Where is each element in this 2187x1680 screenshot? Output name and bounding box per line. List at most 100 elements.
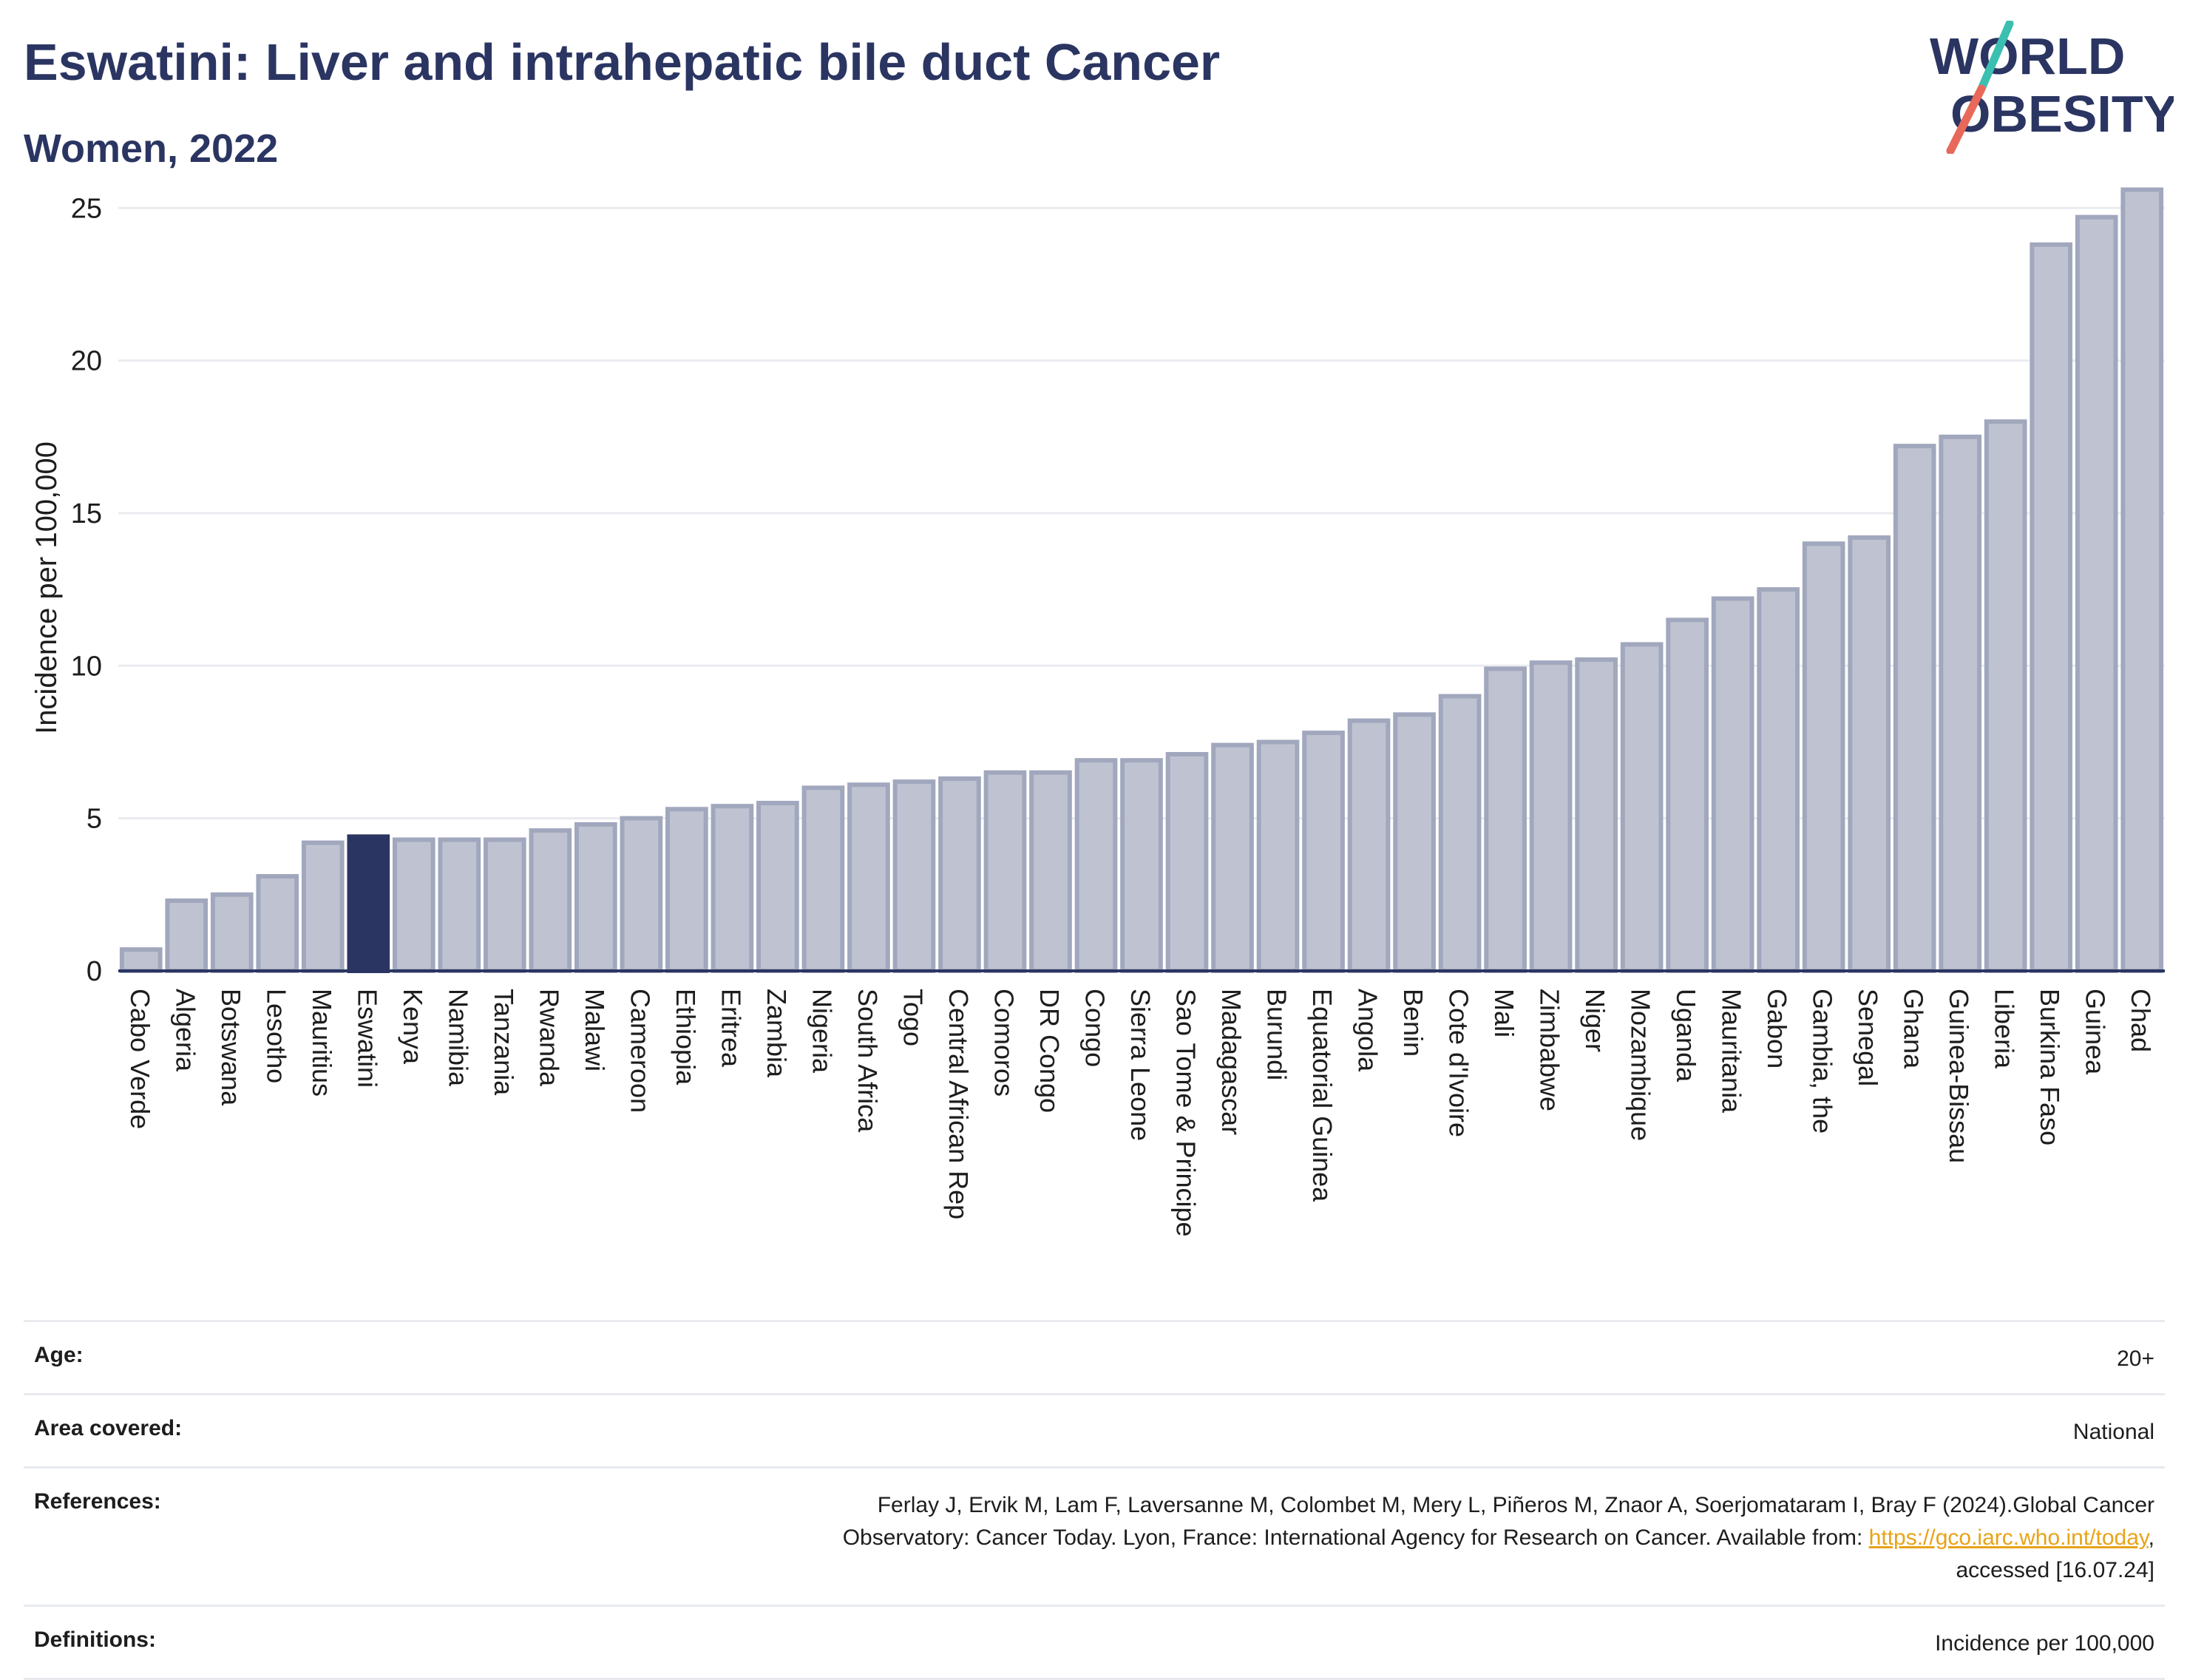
bar-nigeria [801, 785, 845, 974]
x-tick-label: Angola [1353, 989, 1383, 1072]
x-tick-label: DR Congo [1034, 989, 1065, 1113]
bar-central-african-rep [938, 776, 981, 974]
page-subtitle: Women, 2022 [24, 126, 279, 171]
x-tick-label: Cote d'Ivoire [1444, 989, 1474, 1137]
y-tick-label: 25 [71, 193, 102, 224]
meta-label-definitions: Definitions: [34, 1628, 156, 1652]
bar-liberia [1984, 419, 2027, 973]
bar-lesotho [256, 874, 299, 974]
bar-cote-d-ivoire [1438, 694, 1482, 973]
meta-row-references: References: Ferlay J, Ervik M, Lam F, La… [24, 1466, 2165, 1605]
x-tick-label: Eritrea [716, 989, 746, 1068]
x-tick-label: Kenya [398, 989, 428, 1065]
bar-gambia-the [1802, 541, 1845, 973]
bar-namibia [438, 837, 481, 974]
x-tick-label: Liberia [1990, 989, 2020, 1069]
meta-row-age: Age: 20+ [24, 1320, 2165, 1393]
x-tick-label: Mauritania [1717, 989, 1747, 1114]
bar-angola [1347, 718, 1391, 973]
bar-mali [1484, 666, 1527, 974]
meta-value-age: 20+ [2117, 1347, 2154, 1371]
logo-slash-bottom-icon [1946, 84, 1986, 154]
x-tick-label: Central African Rep [943, 989, 974, 1219]
metadata-table: Age: 20+ Area covered: National Referenc… [24, 1320, 2165, 1680]
x-tick-label: Chad [2126, 989, 2156, 1052]
bar-burundi [1256, 739, 1300, 973]
x-tick-label: Equatorial Guinea [1307, 989, 1337, 1202]
x-tick-label: Guinea [2081, 989, 2111, 1075]
bars [119, 187, 2164, 974]
bar-chad [2120, 187, 2164, 973]
x-tick-label: Algeria [170, 989, 200, 1072]
reference-text-4: accessed [16.07.24] [1956, 1558, 2154, 1582]
bar-ghana [1893, 444, 1936, 973]
reference-link[interactable]: https://gco.iarc.who.int/today [1868, 1525, 2149, 1550]
x-tick-label: South Africa [852, 989, 883, 1133]
x-tick-label: Lesotho [261, 989, 291, 1083]
y-tick-label: 0 [87, 956, 102, 987]
reference-text-2: Observatory: Cancer Today. Lyon, France:… [842, 1525, 1869, 1550]
bar-eswatini [347, 834, 390, 974]
bar-congo [1074, 758, 1118, 973]
bar-kenya [392, 837, 435, 974]
x-tick-label: Botswana [216, 989, 246, 1106]
meta-value-area: National [2072, 1420, 2154, 1444]
x-tick-label: Malawi [580, 989, 610, 1071]
bar-mauritania [1711, 596, 1754, 973]
x-tick-label: Ghana [1899, 989, 1929, 1069]
bar-tanzania [484, 837, 526, 974]
bar-senegal [1848, 535, 1891, 973]
page-title: Eswatini: Liver and intrahepatic bile du… [24, 33, 1221, 91]
y-tick-label: 15 [71, 498, 102, 529]
meta-label-age: Age: [34, 1343, 84, 1367]
x-tick-label: Rwanda [534, 989, 564, 1087]
bar-mozambique [1620, 642, 1664, 974]
x-tick-label: Zimbabwe [1535, 989, 1565, 1111]
meta-row-area: Area covered: National [24, 1393, 2165, 1466]
meta-label-references: References: [34, 1489, 161, 1514]
bar-south-africa [847, 782, 890, 973]
reference-text-3: , [2148, 1525, 2154, 1550]
x-tick-label: Comoros [989, 989, 1019, 1097]
logo-slash-top-icon [1977, 21, 2014, 93]
axes: 0 5 10 15 20 25 [71, 193, 2165, 987]
y-tick-label: 20 [71, 346, 102, 377]
bar-chart: 0 5 10 15 20 25 Cabo Verde Algeria Botswana Leso… [30, 187, 2165, 1237]
bar-mauritius [301, 840, 345, 973]
x-tick-label: Tanzania [489, 989, 519, 1096]
x-tick-label: Burkina Faso [2035, 989, 2065, 1145]
bar-zambia [756, 801, 799, 974]
x-tick-label: Mauritius [307, 989, 337, 1097]
x-tick-label: Mali [1489, 989, 1519, 1037]
x-tick-label: Niger [1580, 989, 1610, 1052]
x-tick-label: Gabon [1762, 989, 1792, 1068]
bar-sao-tome-principe [1165, 751, 1209, 973]
x-tick-label: Uganda [1671, 989, 1701, 1083]
bar-gabon [1757, 587, 1800, 973]
x-tick-label: Cameroon [625, 989, 655, 1113]
bar-guinea [2075, 214, 2118, 973]
bar-burkina-faso [2030, 242, 2073, 973]
x-tick-label: Ethiopia [671, 989, 701, 1085]
x-tick-label: Cabo Verde [125, 989, 155, 1129]
meta-row-definitions: Definitions: Incidence per 100,000 [24, 1605, 2165, 1680]
x-tick-label: Eswatini [352, 989, 382, 1088]
bar-comoros [983, 770, 1027, 973]
meta-value-references: Ferlay J, Ervik M, Lam F, Laversanne M, … [843, 1489, 2154, 1587]
bar-zimbabwe [1529, 660, 1573, 974]
x-tick-label: Madagascar [1216, 989, 1247, 1135]
x-tick-label: Zambia [762, 989, 792, 1078]
category-labels: Cabo Verde Algeria Botswana Lesotho Mauritiu… [125, 989, 2156, 1237]
meta-label-area: Area covered: [34, 1416, 183, 1440]
logo-word-world: WORLD [1930, 27, 2125, 85]
x-tick-label: Burundi [1262, 989, 1292, 1080]
x-tick-label: Nigeria [807, 989, 837, 1074]
bar-ethiopia [665, 807, 708, 973]
world-obesity-logo: WORLD OBESITY [1930, 21, 2174, 154]
bar-benin [1393, 712, 1436, 973]
bar-niger [1575, 657, 1618, 973]
bar-equatorial-guinea [1302, 731, 1345, 973]
bar-guinea-bissau [1939, 434, 1982, 973]
bar-algeria [165, 898, 208, 974]
bar-sierra-leone [1120, 758, 1163, 973]
